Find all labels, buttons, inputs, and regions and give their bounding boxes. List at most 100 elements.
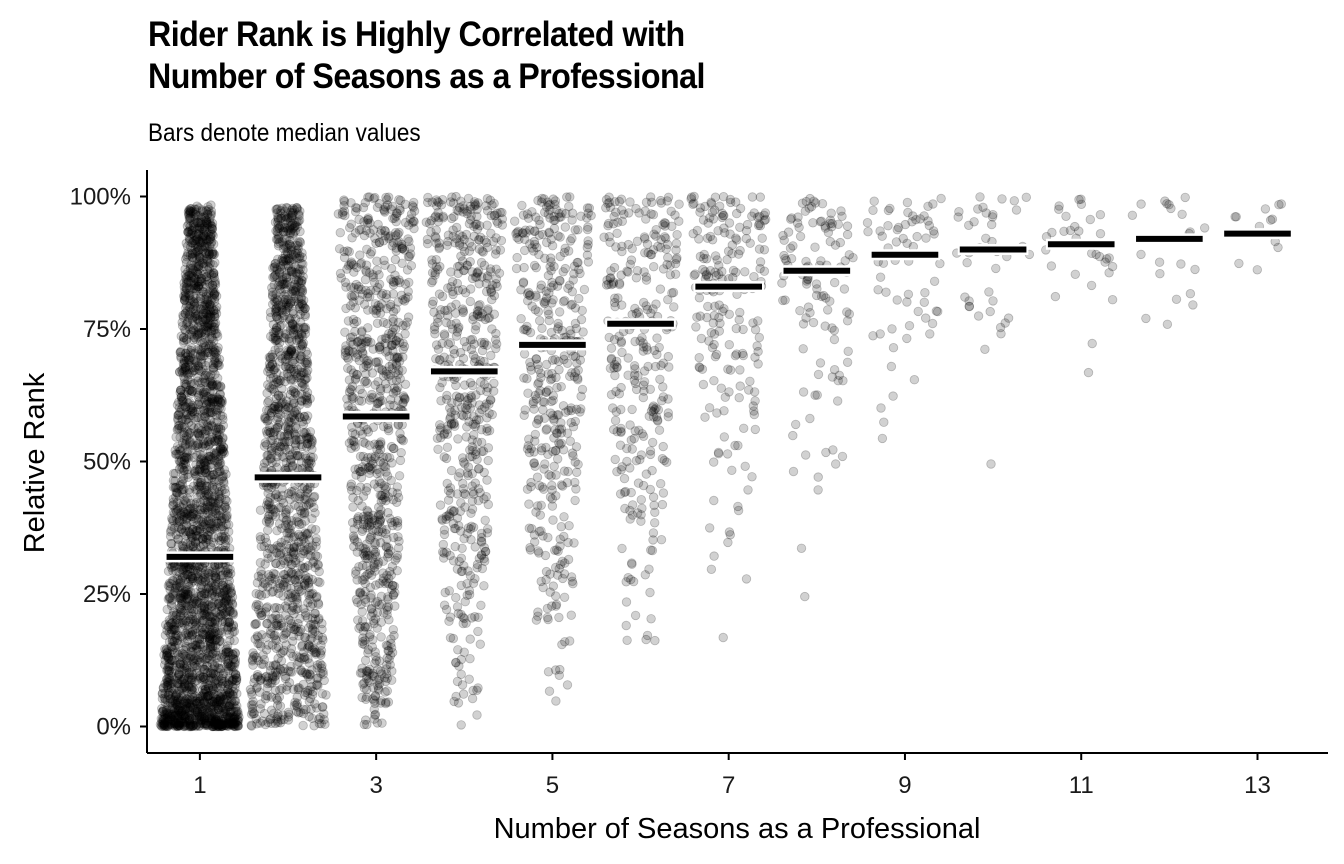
data-point — [190, 653, 200, 663]
data-point — [207, 428, 217, 439]
data-point — [197, 206, 208, 217]
data-point — [365, 461, 375, 472]
data-point — [458, 306, 469, 316]
data-point — [335, 227, 346, 238]
data-point — [186, 587, 196, 597]
data-point — [384, 192, 394, 202]
data-point — [192, 246, 202, 256]
data-point — [183, 594, 193, 605]
data-point — [192, 520, 202, 531]
data-point — [274, 357, 285, 367]
data-point — [208, 631, 218, 641]
data-point — [172, 425, 183, 435]
data-point — [409, 197, 419, 208]
data-point — [214, 505, 224, 516]
data-point — [174, 501, 185, 511]
data-point — [435, 500, 446, 510]
data-point — [197, 399, 207, 410]
data-point — [376, 632, 386, 642]
data-point — [166, 618, 176, 629]
data-point — [175, 695, 186, 706]
data-point — [191, 229, 202, 239]
data-point — [363, 192, 373, 202]
data-point — [216, 570, 227, 581]
data-point — [219, 448, 229, 458]
data-point — [220, 592, 230, 603]
data-point — [248, 696, 258, 707]
data-point — [230, 659, 240, 669]
data-point — [203, 683, 214, 693]
data-point — [224, 673, 234, 683]
data-point — [189, 499, 200, 509]
season-3-points — [333, 192, 420, 730]
data-point — [390, 254, 401, 265]
data-point — [374, 578, 385, 589]
data-point — [185, 206, 195, 216]
data-point — [171, 492, 181, 502]
data-point — [228, 667, 239, 678]
data-point — [209, 474, 219, 485]
data-point — [223, 684, 233, 695]
data-point — [217, 721, 227, 732]
data-point — [158, 716, 169, 726]
data-point — [199, 221, 210, 232]
data-point — [216, 719, 227, 729]
data-point — [210, 405, 221, 415]
data-point — [282, 277, 293, 288]
data-point — [183, 413, 193, 424]
data-point — [357, 388, 368, 399]
data-point — [221, 698, 231, 708]
data-point — [189, 452, 200, 463]
data-point — [197, 219, 207, 230]
data-point — [216, 720, 226, 731]
data-point — [479, 467, 489, 478]
data-point — [210, 676, 220, 686]
data-point — [203, 698, 214, 708]
data-point — [207, 280, 218, 291]
data-point — [219, 514, 230, 524]
data-point — [268, 272, 278, 283]
data-point — [180, 598, 191, 608]
data-point — [226, 588, 236, 598]
data-point — [187, 406, 198, 417]
data-point — [194, 223, 204, 234]
data-point — [200, 720, 210, 730]
data-point — [213, 678, 223, 688]
data-point — [183, 601, 193, 611]
data-point — [200, 609, 210, 619]
data-point — [176, 502, 187, 512]
data-point — [290, 697, 300, 708]
data-point — [354, 336, 364, 346]
data-point — [447, 213, 457, 224]
data-point — [200, 704, 210, 714]
data-point — [187, 630, 197, 640]
data-point — [172, 648, 183, 658]
data-point — [208, 398, 218, 409]
data-point — [210, 647, 221, 657]
data-point — [290, 279, 300, 290]
data-point — [183, 270, 194, 281]
data-point — [203, 288, 214, 299]
data-point — [171, 530, 181, 540]
data-point — [276, 618, 286, 629]
data-point — [208, 269, 219, 279]
data-point — [211, 678, 221, 689]
data-point — [198, 680, 208, 691]
data-point — [202, 633, 212, 643]
data-point — [383, 508, 393, 518]
data-point — [197, 563, 208, 573]
data-point — [352, 575, 362, 585]
data-point — [377, 395, 387, 406]
data-point — [408, 216, 419, 226]
data-point — [205, 455, 216, 465]
data-point — [394, 471, 405, 481]
data-point — [197, 610, 208, 621]
data-point — [228, 718, 238, 728]
data-point — [283, 243, 293, 254]
data-point — [160, 697, 170, 708]
data-point — [208, 648, 219, 659]
data-point — [181, 452, 191, 462]
data-point — [307, 690, 318, 700]
data-point — [344, 438, 355, 448]
data-point — [221, 719, 232, 729]
